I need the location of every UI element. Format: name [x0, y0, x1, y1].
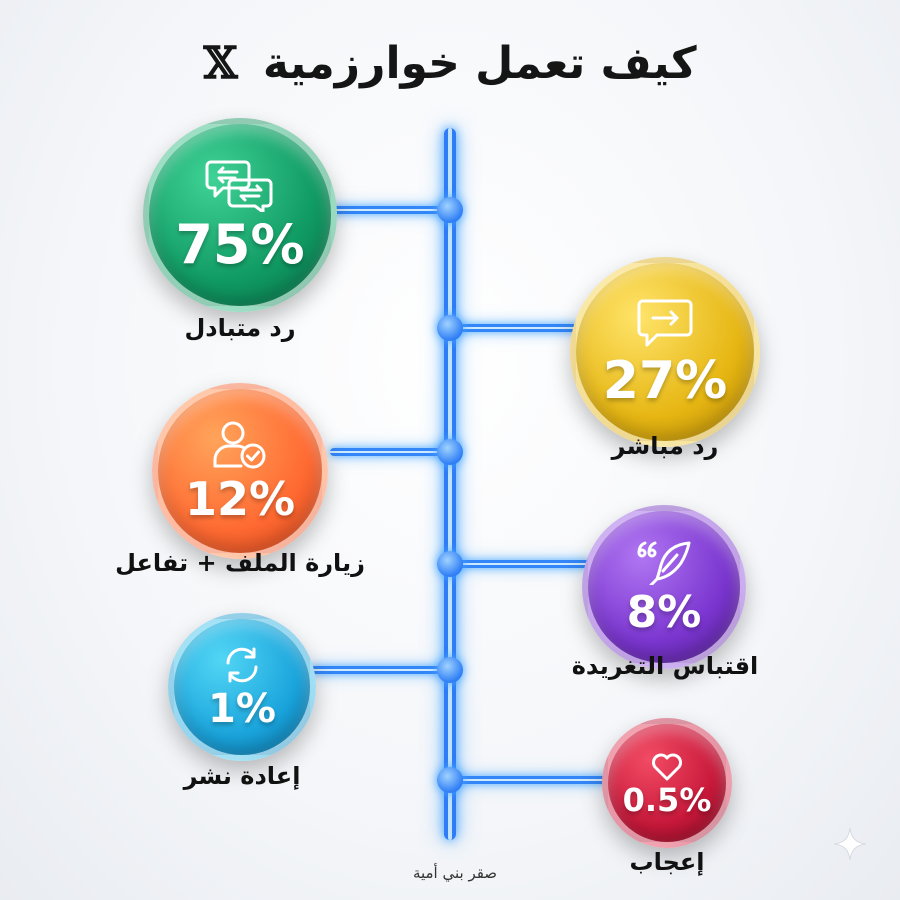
branch-6	[450, 776, 610, 784]
stat-circle-reply-exchange: 75%	[143, 118, 337, 312]
stat-circle-repost: 1%	[168, 613, 316, 761]
sparkle-icon	[833, 827, 867, 864]
stat-label-5: إعادة نشر	[183, 762, 301, 790]
stat-value-5: 1%	[208, 686, 276, 732]
branch-5	[310, 666, 450, 674]
chat-exchange-icon	[205, 158, 275, 212]
page-title: كيف تعمل خوارزمية 𝕏	[0, 38, 900, 89]
x-logo-icon: 𝕏	[203, 38, 238, 89]
stat-value-3: 12%	[184, 472, 296, 526]
stat-circle-like: 0.5%	[602, 718, 732, 848]
stat-circle-profile-visit: 12%	[152, 383, 328, 559]
heart-icon	[649, 750, 685, 782]
stat-label-2: رد مباشر	[611, 432, 719, 460]
timeline-node-6	[437, 767, 463, 793]
timeline-node-1	[437, 197, 463, 223]
repost-icon	[220, 645, 264, 685]
stat-circle-quote-tweet: 8%	[582, 505, 746, 669]
timeline-node-2	[437, 315, 463, 341]
user-check-icon	[211, 420, 269, 470]
stat-circle-direct-reply: 27%	[570, 257, 760, 447]
stat-label-3: زيارة الملف + تفاعل	[115, 549, 365, 577]
stat-value-2: 27%	[602, 351, 728, 411]
timeline-node-4	[437, 551, 463, 577]
branch-4	[450, 560, 590, 568]
branch-2	[450, 324, 580, 332]
author-credit: صقر بني أمية	[412, 864, 498, 882]
quote-feather-icon	[635, 539, 693, 585]
title-text: كيف تعمل خوارزمية	[262, 38, 697, 89]
stat-label-4: اقتباس التغريدة	[571, 652, 759, 680]
timeline-node-3	[437, 439, 463, 465]
reply-arrow-icon	[637, 297, 693, 349]
stat-value-4: 8%	[626, 587, 702, 638]
stat-value-1: 75%	[175, 213, 305, 276]
timeline-spine	[444, 128, 456, 840]
branch-3	[330, 448, 450, 456]
stat-label-1: رد متبادل	[184, 314, 296, 342]
branch-1	[330, 206, 450, 214]
stat-value-6: 0.5%	[622, 781, 712, 819]
stat-label-6: إعجاب	[629, 848, 705, 876]
timeline-node-5	[437, 657, 463, 683]
